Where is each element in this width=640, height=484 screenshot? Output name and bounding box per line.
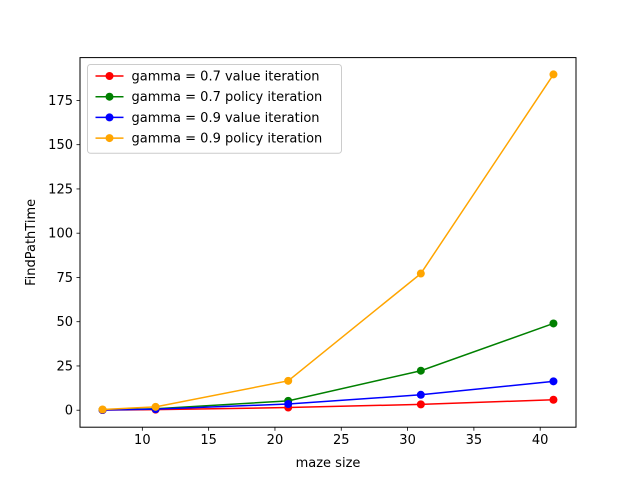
- legend-marker: [105, 134, 114, 143]
- legend: gamma = 0.7 value iteration gamma = 0.7 p…: [87, 64, 342, 154]
- data-point: [549, 319, 558, 328]
- data-point: [549, 395, 558, 404]
- legend-label: gamma = 0.9 value iteration: [132, 111, 320, 126]
- x-tick-label: 20: [267, 433, 284, 448]
- data-point: [284, 400, 293, 409]
- y-tick-label: 100: [48, 227, 73, 242]
- y-tick-label: 125: [48, 182, 73, 197]
- x-tick-label: 40: [532, 433, 549, 448]
- legend-marker: [105, 72, 114, 80]
- legend-marker: [105, 113, 114, 122]
- data-point: [416, 366, 425, 375]
- x-tick-label: 35: [466, 433, 483, 448]
- legend-box: [87, 64, 342, 154]
- x-tick-label: 15: [200, 433, 217, 448]
- series-1: [98, 319, 558, 414]
- y-tick-label: 25: [56, 359, 73, 374]
- y-tick-label: 175: [48, 94, 73, 109]
- data-point: [98, 405, 107, 414]
- y-tick-label: 150: [48, 138, 73, 153]
- series-2: [98, 377, 558, 415]
- y-axis: 0 25 50 75 100 125 150 175: [48, 94, 80, 419]
- y-axis-label: FindPathTime: [24, 199, 39, 286]
- data-point: [549, 70, 558, 79]
- legend-item: gamma = 0.7 value iteration: [95, 70, 320, 85]
- y-tick-label: 75: [56, 271, 73, 286]
- data-point: [151, 402, 160, 411]
- y-tick-label: 50: [56, 315, 73, 330]
- x-tick-label: 10: [134, 433, 151, 448]
- data-point: [549, 377, 558, 386]
- series-line: [102, 322, 554, 411]
- axes-frame: [79, 57, 577, 428]
- x-tick-label: 30: [399, 433, 416, 448]
- legend-item: gamma = 0.9 policy iteration: [95, 132, 323, 147]
- legend-label: gamma = 0.9 policy iteration: [132, 132, 323, 147]
- data-point: [416, 400, 425, 409]
- legend-label: gamma = 0.7 value iteration: [132, 70, 320, 85]
- x-axis: 10 15 20 25 30 35 40: [134, 427, 548, 448]
- series-line: [102, 380, 554, 411]
- y-tick-label: 0: [65, 404, 73, 419]
- series-layer: [98, 70, 558, 415]
- x-axis-label: maze size: [296, 456, 361, 471]
- x-tick-label: 25: [333, 433, 350, 448]
- series-3: [98, 70, 558, 414]
- legend-marker: [105, 92, 114, 101]
- legend-item: gamma = 0.7 policy iteration: [95, 90, 323, 105]
- data-point: [416, 269, 425, 278]
- data-point: [284, 376, 293, 385]
- legend-item: gamma = 0.9 value iteration: [95, 111, 320, 126]
- legend-label: gamma = 0.7 policy iteration: [132, 90, 323, 105]
- data-point: [416, 390, 425, 399]
